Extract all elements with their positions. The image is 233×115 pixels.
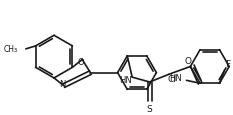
Text: CH₃: CH₃ [4,45,18,54]
Text: F: F [225,60,230,69]
Text: O: O [185,57,192,66]
Text: HN: HN [119,75,132,84]
Text: O: O [78,58,85,66]
Text: Cl: Cl [168,74,177,83]
Text: S: S [147,104,153,113]
Text: HN: HN [169,73,182,82]
Text: N: N [60,80,66,88]
